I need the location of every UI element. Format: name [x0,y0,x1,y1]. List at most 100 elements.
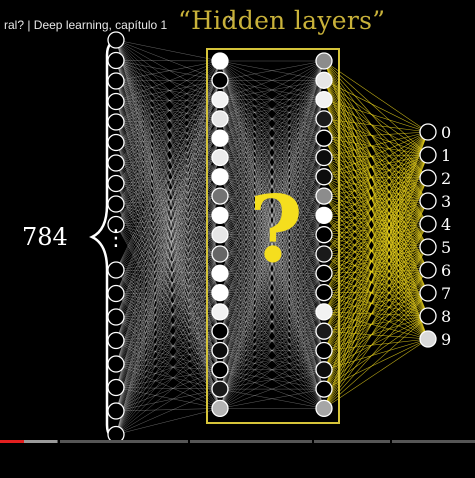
edge [115,60,221,120]
edge [115,80,221,184]
edge [323,131,429,390]
input-neuron [107,174,125,193]
edge [323,246,429,409]
hidden-neuron [315,264,333,282]
edge [323,154,429,332]
input-neuron [107,133,125,152]
edge [323,200,429,313]
edge [219,176,325,409]
edge [115,60,221,255]
edge [115,253,221,435]
edge [323,177,429,313]
edge [115,80,221,100]
edge [115,157,221,435]
hidden-neuron [211,303,229,321]
edge [115,269,221,390]
output-neuron [419,330,437,348]
edge [323,315,429,371]
hidden-neuron [315,341,333,360]
edge [323,269,429,351]
edge [323,131,429,216]
edge [323,292,429,351]
output-neuron [419,169,437,187]
video-title[interactable]: ral? | Deep learning, capítulo 1 [4,18,168,32]
output-label: 3 [441,192,452,211]
edge [115,60,221,412]
edge [219,253,325,409]
edge [115,60,221,271]
player-controls-area [0,443,475,478]
output-label: 9 [441,330,452,349]
edge [115,269,221,351]
edge [115,176,221,205]
progress-bar[interactable] [0,440,475,443]
edge [323,223,429,409]
edge [115,269,221,332]
edge [115,183,221,197]
edge [115,60,221,332]
edge [115,80,221,177]
edge [115,388,221,435]
edge [115,60,221,225]
hidden-neuron [315,206,333,225]
edge [323,269,429,390]
edge [323,246,429,332]
edge [219,60,325,158]
edge [115,118,221,225]
edge [219,273,325,409]
edge [115,80,221,120]
input-layer [107,31,125,444]
edge [219,60,325,120]
edge [115,39,221,177]
edge [115,60,221,216]
edge [115,60,221,365]
edge [115,408,221,435]
hidden-neuron [211,399,229,418]
edge [115,80,221,205]
edge [323,154,429,390]
edge [323,99,429,133]
edge [115,311,221,435]
edge [323,200,429,351]
edge [323,292,429,313]
edge [115,157,221,205]
edge [323,177,429,351]
edge [115,292,221,435]
edge [115,80,221,216]
edge [115,99,221,143]
hidden-layer-1 [211,52,229,418]
hidden-neuron [315,322,333,340]
close-icon[interactable]: × [225,12,237,26]
hidden-neuron [315,399,333,418]
hidden-neuron [315,380,333,398]
edge [323,292,429,390]
edge [115,195,221,205]
hidden-layers-label: “Hidden layers” [178,6,386,35]
edge [115,60,221,81]
edge [115,234,221,435]
edge [115,138,221,388]
edge [219,60,325,255]
edge [115,60,221,62]
edge [219,60,325,274]
hidden-neuron [315,245,333,263]
edge [115,99,221,184]
output-label: 6 [441,261,452,280]
hidden-layer-2 [315,52,333,418]
edge [115,60,221,312]
hidden-neuron [315,168,333,186]
output-label: 8 [441,307,452,326]
hidden-neuron [315,361,333,379]
edge [323,200,429,370]
output-label: 2 [441,169,452,188]
edge [323,131,429,351]
input-ellipsis: ⋮ [105,226,127,251]
edge [323,246,429,351]
edge [323,330,429,340]
edge [323,131,429,313]
edge [323,269,429,371]
edge [115,137,221,164]
chapter-marker [188,440,190,443]
edge [323,118,429,133]
